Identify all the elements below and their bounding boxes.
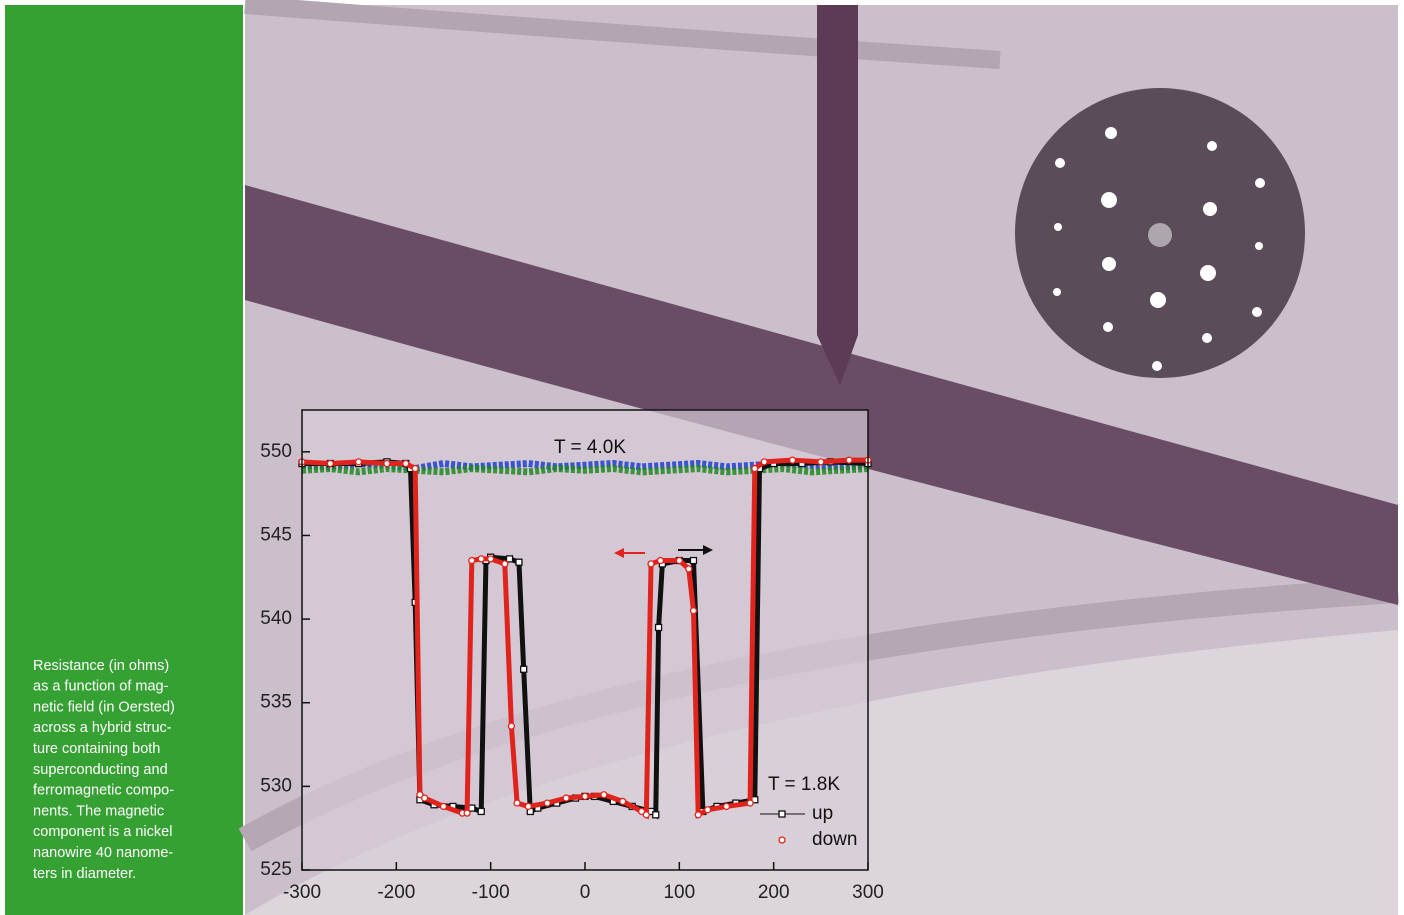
marker bbox=[686, 566, 692, 572]
x-tick-label: -100 bbox=[472, 882, 510, 903]
plot-area bbox=[302, 410, 868, 870]
marker bbox=[514, 800, 520, 806]
y-tick-label: 545 bbox=[260, 524, 292, 545]
marker bbox=[508, 723, 514, 729]
marker bbox=[488, 556, 494, 562]
marker bbox=[653, 812, 659, 818]
x-tick-label: 200 bbox=[758, 882, 790, 903]
annotation: T = 4.0K bbox=[554, 437, 626, 458]
marker bbox=[747, 800, 753, 806]
legend-label: down bbox=[812, 829, 857, 850]
marker bbox=[544, 800, 550, 806]
probe bbox=[817, 5, 858, 385]
marker bbox=[356, 459, 362, 465]
marker bbox=[464, 810, 470, 816]
caption-line: netic field (in Oersted) bbox=[33, 699, 175, 715]
caption-line: across a hybrid struc- bbox=[33, 720, 172, 736]
marker bbox=[790, 457, 796, 463]
marker bbox=[516, 559, 522, 565]
x-tick-label: 300 bbox=[852, 882, 884, 903]
y-tick-label: 535 bbox=[260, 692, 292, 713]
caption-line: superconducting and bbox=[33, 762, 168, 778]
x-tick-label: 0 bbox=[580, 882, 591, 903]
caption-line: as a function of mag- bbox=[33, 679, 169, 695]
marker bbox=[818, 459, 824, 465]
legend-marker bbox=[779, 837, 785, 843]
legend-marker bbox=[779, 811, 785, 817]
caption-line: ture containing both bbox=[33, 741, 160, 757]
caption-line: nents. The magnetic bbox=[33, 803, 164, 819]
caption: Resistance (in ohms) as a function of mag… bbox=[33, 658, 175, 882]
x-tick-label: -300 bbox=[283, 882, 321, 903]
marker bbox=[327, 461, 333, 467]
x-tick-label: 100 bbox=[663, 882, 695, 903]
caption-line: ferromagnetic compo- bbox=[33, 783, 174, 799]
figure: Resistance (in ohms) as a function of mag… bbox=[0, 0, 1404, 915]
marker bbox=[601, 792, 607, 798]
caption-line: ters in diameter. bbox=[33, 866, 136, 882]
marker bbox=[507, 556, 513, 562]
y-tick-label: 540 bbox=[260, 608, 292, 629]
marker bbox=[705, 807, 711, 813]
marker bbox=[502, 561, 508, 567]
y-tick-label: 530 bbox=[260, 775, 292, 796]
marker bbox=[422, 795, 428, 801]
marker bbox=[752, 466, 758, 472]
marker bbox=[478, 556, 484, 562]
marker bbox=[384, 461, 390, 467]
marker bbox=[478, 808, 484, 814]
caption-line: Resistance (in ohms) bbox=[33, 658, 169, 674]
marker bbox=[657, 558, 663, 564]
marker bbox=[846, 457, 852, 463]
marker bbox=[412, 466, 418, 472]
marker bbox=[676, 558, 682, 564]
marker bbox=[643, 812, 649, 818]
marker bbox=[690, 558, 696, 564]
marker bbox=[441, 803, 447, 809]
marker bbox=[582, 793, 588, 799]
caption-line: nanowire 40 nanome- bbox=[33, 845, 173, 861]
annotation: T = 1.8K bbox=[768, 774, 840, 795]
marker bbox=[690, 608, 696, 614]
sidebar bbox=[5, 5, 243, 915]
marker bbox=[695, 812, 701, 818]
marker bbox=[469, 558, 475, 564]
marker bbox=[620, 798, 626, 804]
caption-line: component is a nickel bbox=[33, 824, 172, 840]
series-line bbox=[302, 469, 868, 472]
marker bbox=[521, 666, 527, 672]
marker bbox=[563, 795, 569, 801]
marker bbox=[403, 461, 409, 467]
legend-label: up bbox=[812, 803, 833, 824]
marker bbox=[656, 624, 662, 630]
marker bbox=[724, 803, 730, 809]
y-tick-label: 525 bbox=[260, 859, 292, 880]
marker bbox=[525, 803, 531, 809]
y-tick-label: 550 bbox=[260, 441, 292, 462]
marker bbox=[761, 459, 767, 465]
x-tick-label: -200 bbox=[377, 882, 415, 903]
marker bbox=[648, 561, 654, 567]
